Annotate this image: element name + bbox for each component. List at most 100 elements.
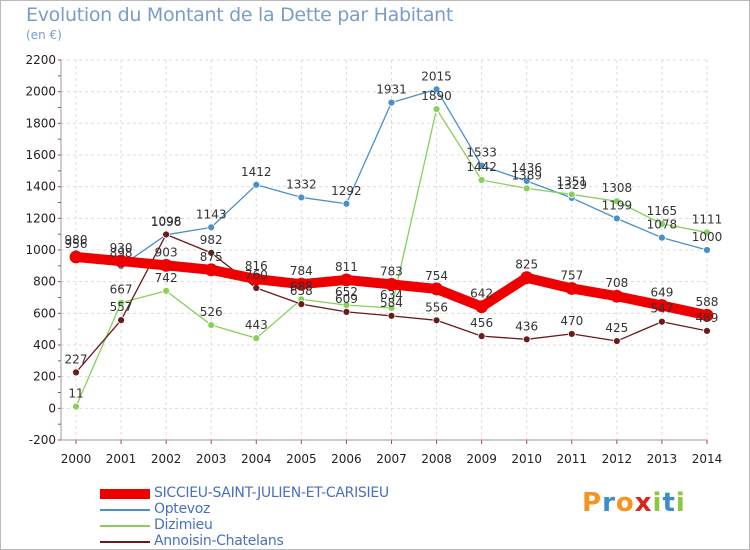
data-point [477,161,486,170]
data-point [385,277,398,291]
legend-swatch [100,489,150,499]
data-label: 443 [245,318,268,332]
data-label: 547 [650,302,673,316]
data-point [522,184,531,193]
data-point [610,289,624,303]
data-label: 1332 [286,177,317,191]
data-point [72,402,80,411]
data-point [475,300,489,314]
chart-title: Evolution du Montant de la Dette par Hab… [26,4,454,26]
data-point [387,98,396,107]
data-label: 1412 [241,165,272,179]
data-point [477,332,486,341]
data-label: 1329 [556,178,587,192]
x-tick-label: 2011 [556,452,587,466]
legend-label: Dizimieu [154,517,213,533]
data-label: 1078 [647,218,678,232]
data-label: 1442 [466,160,497,174]
data-label: 1890 [421,89,452,103]
chart-subtitle: (en €) [26,28,62,42]
data-point [612,214,621,223]
data-label: 875 [200,250,223,264]
data-label: 227 [65,352,88,366]
data-label: 11 [68,387,83,401]
y-tick-label: 600 [33,306,56,320]
legend-swatch [100,509,150,511]
data-point [342,199,351,208]
legend-label: Annoisin-Chatelans [154,533,284,549]
y-tick-label: 800 [33,275,56,289]
data-point [430,282,443,296]
x-tick-label: 2001 [106,452,137,466]
data-point [522,335,531,344]
data-point [703,246,711,254]
data-point [340,273,353,287]
data-label: 930 [110,241,133,255]
data-point [655,299,669,312]
data-point [612,197,621,206]
data-label: 980 [65,233,88,247]
data-point [520,271,534,285]
data-label: 760 [245,268,268,282]
data-point [432,105,441,113]
data-label: 557 [110,300,133,314]
data-label: 456 [470,316,493,330]
y-tick-label: 1200 [25,211,56,225]
x-tick-label: 2013 [647,452,678,466]
data-label: 811 [335,260,358,274]
y-tick-label: -200 [29,433,56,447]
data-label: 708 [605,276,628,290]
data-label: 816 [245,259,268,273]
data-point [387,304,396,312]
data-label: 1308 [602,181,633,195]
data-point [567,190,576,199]
data-point [703,228,711,237]
data-point [703,327,711,335]
data-label: 784 [290,264,313,278]
y-tick-label: 2000 [25,85,56,99]
data-label: 1292 [331,184,362,198]
data-point [204,263,218,277]
data-point [477,176,486,184]
data-label: 742 [155,271,178,285]
data-point [117,298,125,307]
proxiti-logo: Proxiti [582,488,686,518]
x-tick-label: 2014 [692,452,723,466]
data-label: 898 [110,246,133,260]
x-tick-label: 2008 [421,452,452,466]
data-point [387,311,396,320]
data-label: 1165 [647,204,678,218]
data-label: 757 [560,268,583,282]
y-tick-label: 200 [33,370,56,384]
data-label: 783 [380,264,403,278]
x-tick-label: 2004 [241,452,272,466]
x-tick-label: 2007 [376,452,407,466]
data-label: 1533 [466,146,497,160]
data-point [114,254,128,268]
data-label: 1143 [196,207,227,221]
data-label: 1000 [692,230,723,244]
data-label: 667 [110,283,133,297]
data-point [658,219,666,228]
data-label: 652 [335,285,358,299]
data-label: 1351 [556,174,587,188]
data-label: 526 [200,305,223,319]
logo-letter: P [582,488,603,518]
legend-swatch [100,525,150,527]
y-tick-label: 0 [48,401,56,415]
data-point [117,316,125,325]
data-point [69,250,83,264]
data-label: 1096 [151,215,182,229]
data-point [252,334,261,343]
data-point [207,223,216,232]
x-tick-label: 2005 [286,452,317,466]
data-point [342,308,351,316]
data-label: 825 [515,258,538,272]
data-point [700,308,714,322]
data-label: 1389 [511,168,542,182]
y-tick-label: 1000 [25,243,56,257]
data-label: 642 [470,287,493,301]
y-tick-label: 1600 [25,148,56,162]
logo-letter: t [662,488,676,518]
